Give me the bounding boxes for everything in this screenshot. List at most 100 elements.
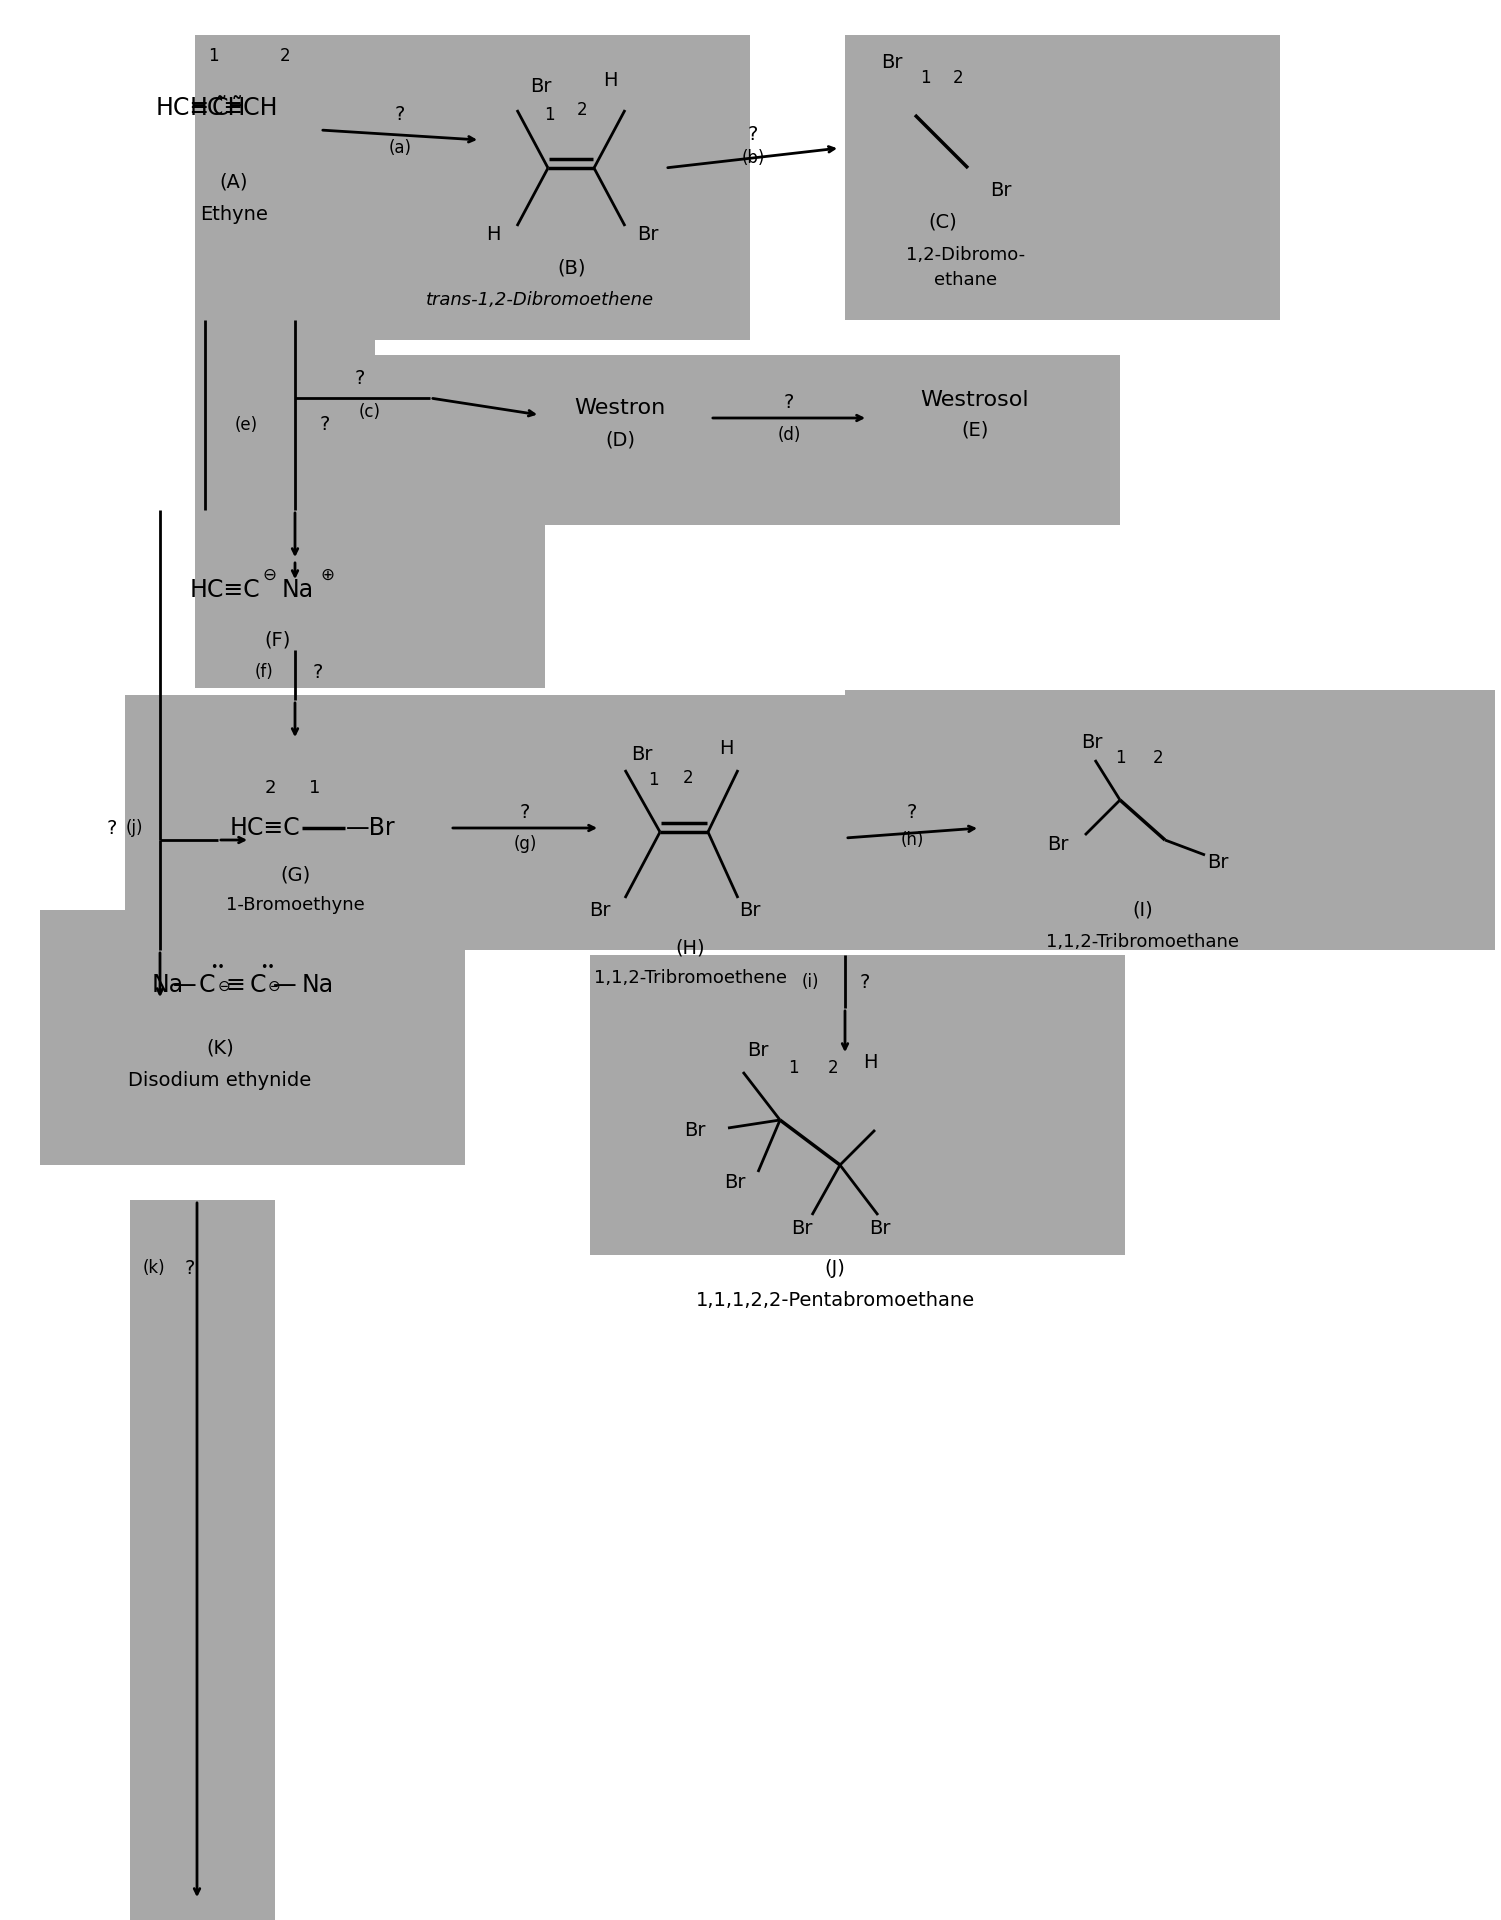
- Text: Br: Br: [881, 52, 902, 71]
- Text: (d): (d): [778, 426, 800, 444]
- Text: Westron: Westron: [575, 397, 665, 419]
- Text: ?: ?: [312, 662, 323, 682]
- Text: Br: Br: [1207, 854, 1229, 872]
- Text: ?: ?: [860, 973, 871, 991]
- Text: 2: 2: [576, 102, 587, 119]
- Text: 2: 2: [264, 780, 276, 797]
- Bar: [590, 954, 1126, 1256]
- Text: ⊖: ⊖: [218, 979, 231, 993]
- Text: —: —: [173, 973, 197, 996]
- Bar: [195, 334, 375, 536]
- Text: ethane: ethane: [935, 271, 998, 290]
- Text: 2: 2: [683, 770, 693, 787]
- Text: C̃H: C̃H: [212, 96, 246, 119]
- Text: (B): (B): [558, 259, 587, 278]
- Text: C: C: [198, 973, 215, 996]
- Text: ?: ?: [519, 803, 530, 822]
- Text: HC≡: HC≡: [156, 96, 210, 119]
- Text: Br: Br: [1081, 733, 1103, 751]
- Text: (H): (H): [675, 939, 705, 958]
- Text: Br: Br: [740, 900, 761, 920]
- Text: (D): (D): [605, 430, 635, 449]
- Text: (g): (g): [513, 835, 537, 852]
- Text: (A): (A): [219, 173, 248, 192]
- Text: —: —: [273, 973, 297, 996]
- Text: ?: ?: [395, 106, 405, 125]
- Text: Br: Br: [791, 1219, 812, 1238]
- Text: 1: 1: [920, 69, 931, 86]
- Text: (E): (E): [961, 420, 989, 440]
- Text: Br: Br: [1048, 835, 1069, 854]
- Text: 1,1,2-Tribromoethene: 1,1,2-Tribromoethene: [593, 970, 787, 987]
- Text: ?: ?: [907, 803, 917, 822]
- Text: ?: ?: [185, 1258, 195, 1277]
- Text: HC≡̃CH: HC≡̃CH: [189, 96, 278, 119]
- Text: H: H: [719, 739, 734, 758]
- Text: (i): (i): [802, 973, 818, 991]
- Text: ?: ?: [320, 415, 330, 434]
- Text: (b): (b): [741, 150, 764, 167]
- Text: —Br: —Br: [347, 816, 396, 841]
- Text: 2: 2: [827, 1060, 839, 1077]
- Text: (e): (e): [234, 417, 258, 434]
- Text: Br: Br: [991, 180, 1012, 200]
- Text: H: H: [863, 1052, 877, 1071]
- Text: HC≡C: HC≡C: [189, 578, 260, 603]
- Text: (I): (I): [1133, 900, 1153, 920]
- Text: Na: Na: [152, 973, 185, 996]
- Text: ⊕: ⊕: [320, 566, 333, 584]
- Text: ?: ?: [747, 125, 758, 144]
- Bar: [131, 1200, 275, 1920]
- Text: (f): (f): [255, 662, 273, 682]
- Text: Westrosol: Westrosol: [920, 390, 1030, 411]
- Text: 1-Bromoethyne: 1-Bromoethyne: [225, 897, 365, 914]
- Bar: [195, 35, 750, 340]
- Bar: [845, 689, 1300, 950]
- Text: (a): (a): [389, 138, 411, 157]
- Text: Na: Na: [282, 578, 314, 603]
- Text: (F): (F): [264, 630, 291, 649]
- Bar: [125, 695, 845, 950]
- Text: 1,2-Dibromo-: 1,2-Dibromo-: [907, 246, 1025, 265]
- Text: Na: Na: [302, 973, 335, 996]
- Text: H: H: [486, 225, 500, 244]
- Text: Disodium ethynide: Disodium ethynide: [129, 1071, 312, 1089]
- Text: Br: Br: [869, 1219, 890, 1238]
- Text: (J): (J): [824, 1258, 845, 1277]
- Text: Br: Br: [632, 745, 653, 764]
- Text: 1: 1: [788, 1060, 799, 1077]
- Text: 1,1,1,2,2-Pentabromoethane: 1,1,1,2,2-Pentabromoethane: [695, 1290, 974, 1309]
- Text: Br: Br: [638, 225, 659, 244]
- Text: ⊖: ⊖: [269, 979, 281, 993]
- Text: trans-1,2-Dibromoethene: trans-1,2-Dibromoethene: [426, 292, 654, 309]
- Text: 1: 1: [648, 772, 659, 789]
- Bar: [195, 520, 545, 687]
- Text: C: C: [249, 973, 266, 996]
- Bar: [1285, 689, 1495, 950]
- Text: (C): (C): [929, 213, 958, 232]
- Bar: [41, 910, 465, 1165]
- Text: ?: ?: [354, 369, 365, 388]
- Text: Br: Br: [725, 1173, 746, 1192]
- Text: (k): (k): [143, 1260, 165, 1277]
- Text: Br: Br: [684, 1121, 705, 1139]
- Text: Ethyne: Ethyne: [200, 205, 269, 225]
- Text: ••: ••: [210, 960, 225, 973]
- Bar: [368, 355, 1120, 524]
- Text: Br: Br: [747, 1041, 769, 1060]
- Bar: [845, 35, 1280, 321]
- Text: ?: ?: [784, 392, 794, 411]
- Text: 1: 1: [207, 46, 218, 65]
- Text: (h): (h): [901, 831, 923, 849]
- Text: HC≡C: HC≡C: [230, 816, 300, 841]
- Text: (K): (K): [206, 1039, 234, 1058]
- Text: 1: 1: [1115, 749, 1126, 766]
- Text: 1: 1: [309, 780, 321, 797]
- Text: 2: 2: [1153, 749, 1163, 766]
- Text: Br: Br: [590, 900, 611, 920]
- Text: 2: 2: [953, 69, 964, 86]
- Text: ⊖: ⊖: [263, 566, 276, 584]
- Text: ≡: ≡: [225, 973, 245, 996]
- Text: 1,1,2-Tribromoethane: 1,1,2-Tribromoethane: [1046, 933, 1240, 950]
- Text: 2: 2: [279, 46, 290, 65]
